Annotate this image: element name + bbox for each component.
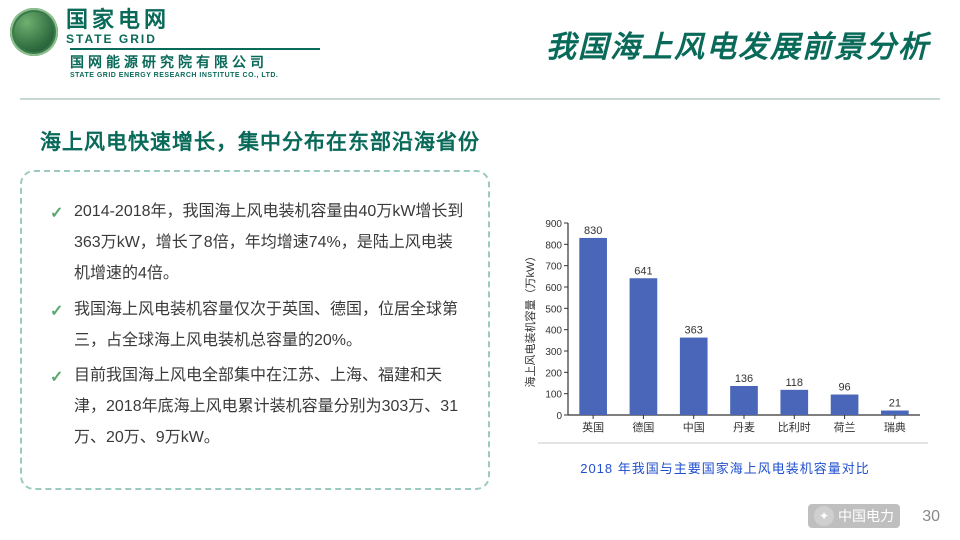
divider-line [70, 48, 320, 50]
sub-org-cn: 国网能源研究院有限公司 [70, 52, 320, 72]
wechat-label: 中国电力 [838, 506, 894, 526]
svg-text:丹麦: 丹麦 [733, 421, 755, 434]
svg-text:100: 100 [545, 390, 562, 401]
chart-caption: 2018 年我国与主要国家海上风电装机容量对比 [520, 458, 930, 477]
bullet-item: 2014-2018年，我国海上风电装机容量由40万kW增长到363万kW，增长了… [50, 196, 466, 290]
bullet-list: 2014-2018年，我国海上风电装机容量由40万kW增长到363万kW，增长了… [50, 196, 466, 454]
wechat-icon: ✦ [814, 506, 834, 526]
svg-text:136: 136 [735, 373, 753, 385]
svg-text:96: 96 [838, 382, 850, 394]
org-name-cn: 国家电网 [66, 8, 170, 32]
svg-text:600: 600 [545, 283, 562, 294]
header: 国家电网 STATE GRID 国网能源研究院有限公司 STATE GRID E… [0, 0, 960, 80]
svg-text:海上风电装机容量（万kW）: 海上风电装机容量（万kW） [523, 251, 537, 388]
content-box: 2014-2018年，我国海上风电装机容量由40万kW增长到363万kW，增长了… [20, 170, 490, 490]
svg-text:荷兰: 荷兰 [834, 421, 856, 434]
svg-text:中国: 中国 [683, 421, 705, 434]
sub-org: 国网能源研究院有限公司 STATE GRID ENERGY RESEARCH I… [70, 48, 320, 79]
svg-text:300: 300 [545, 347, 562, 358]
svg-text:830: 830 [584, 225, 602, 237]
logo-icon [10, 8, 58, 56]
svg-text:瑞典: 瑞典 [884, 420, 906, 434]
svg-text:118: 118 [786, 377, 804, 389]
svg-text:363: 363 [685, 325, 703, 337]
bullet-item: 我国海上风电装机容量仅次于英国、德国，位居全球第三，占全球海上风电装机总容量的2… [50, 294, 466, 356]
org-name: 国家电网 STATE GRID [66, 8, 170, 46]
page-title: 我国海上风电发展前景分析 [546, 22, 930, 66]
svg-text:比利时: 比利时 [778, 421, 811, 434]
svg-text:900: 900 [545, 219, 562, 230]
svg-text:700: 700 [545, 262, 562, 273]
svg-text:800: 800 [545, 240, 562, 251]
svg-text:21: 21 [889, 398, 901, 410]
svg-text:0: 0 [556, 411, 562, 422]
svg-text:200: 200 [545, 368, 562, 379]
svg-text:400: 400 [545, 326, 562, 337]
svg-text:641: 641 [634, 265, 652, 277]
horizontal-rule [20, 98, 940, 100]
svg-text:英国: 英国 [582, 420, 604, 434]
sub-org-en: STATE GRID ENERGY RESEARCH INSTITUTE CO.… [70, 72, 320, 79]
svg-text:500: 500 [545, 304, 562, 315]
bar-chart: 0 100 200 300 400 500 600 700 800 900 海上风电装机容量（万kW… [520, 195, 930, 455]
svg-text:德国: 德国 [632, 420, 654, 434]
chart-svg: 0 100 200 300 400 500 600 700 800 900 海上风电装机容量（万kW… [520, 195, 930, 455]
org-name-en: STATE GRID [66, 32, 170, 46]
wechat-watermark: ✦ 中国电力 [808, 504, 900, 528]
bullet-item: 目前我国海上风电全部集中在江苏、上海、福建和天津，2018年底海上风电累计装机容… [50, 360, 466, 454]
page-number: 30 [922, 508, 940, 526]
section-title: 海上风电快速增长，集中分布在东部沿海省份 [40, 126, 480, 156]
